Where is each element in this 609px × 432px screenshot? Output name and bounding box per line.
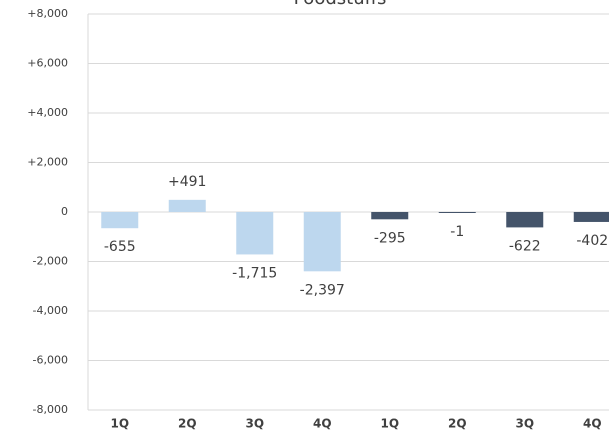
data-label: +491 xyxy=(168,174,206,190)
bar xyxy=(303,212,341,272)
x-tick-label: 3Q xyxy=(245,417,264,431)
x-tick-label: 4Q xyxy=(313,417,332,431)
bar xyxy=(438,212,476,213)
y-tick-label: -6,000 xyxy=(33,354,68,367)
y-tick-label: -8,000 xyxy=(33,403,68,416)
x-tick-label: 2Q xyxy=(448,417,467,431)
chart-title: Foodstuffs xyxy=(294,0,387,9)
bar xyxy=(506,212,544,228)
data-label: -402 xyxy=(576,233,608,249)
y-tick-label: +8,000 xyxy=(27,7,68,20)
bar xyxy=(101,212,139,229)
y-tick-label: 0 xyxy=(61,205,68,218)
data-label: -1 xyxy=(450,224,464,240)
y-tick-label: +6,000 xyxy=(27,57,68,70)
y-tick-label: +2,000 xyxy=(27,156,68,169)
x-tick-label: 1Q xyxy=(110,417,129,431)
x-tick-label: 1Q xyxy=(380,417,399,431)
bar xyxy=(573,212,609,222)
data-label: -655 xyxy=(104,239,136,255)
y-tick-label: -2,000 xyxy=(33,255,68,268)
y-tick-label: +4,000 xyxy=(27,106,68,119)
x-tick-label: 3Q xyxy=(515,417,534,431)
y-tick-label: -4,000 xyxy=(33,304,68,317)
data-label: -2,397 xyxy=(300,282,345,298)
data-label: -1,715 xyxy=(232,265,277,281)
x-tick-label: 4Q xyxy=(583,417,602,431)
bar xyxy=(371,212,409,220)
x-tick-label: 2Q xyxy=(178,417,197,431)
bar xyxy=(236,212,274,255)
data-label: -295 xyxy=(374,230,406,246)
bar xyxy=(168,199,206,212)
data-label: -622 xyxy=(509,238,541,254)
